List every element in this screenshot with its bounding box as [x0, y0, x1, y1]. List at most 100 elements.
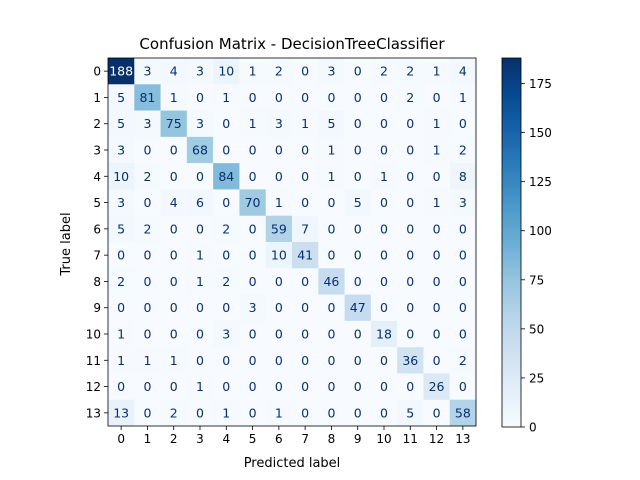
cell-value-label: 0 — [117, 248, 125, 263]
y-tick-label: 0 — [93, 65, 101, 79]
cell-value-label: 1 — [170, 90, 178, 105]
cell-value-label: 0 — [380, 90, 388, 105]
cell-value-label: 1 — [117, 353, 125, 368]
x-tick-label: 11 — [403, 432, 418, 446]
cell-value-label: 2 — [275, 64, 283, 79]
cell-value-label: 0 — [301, 327, 309, 342]
heatmap-cell — [108, 268, 135, 295]
heatmap-cell — [344, 268, 372, 295]
heatmap-cell — [265, 110, 293, 138]
heatmap-cell — [108, 347, 135, 374]
heatmap-cell — [370, 84, 398, 111]
cell-value-label: 7 — [301, 221, 309, 236]
colorbar-tick-label: 100 — [529, 224, 552, 238]
heatmap-cell — [318, 110, 345, 138]
heatmap-cell — [186, 347, 214, 374]
heatmap-cell — [108, 320, 135, 348]
heatmap-cell — [108, 136, 135, 164]
heatmap-cell — [108, 163, 135, 190]
cell-value-label: 0 — [143, 195, 151, 210]
cell-value-label: 0 — [170, 300, 178, 315]
heatmap-cell — [186, 136, 214, 164]
cell-value-label: 0 — [459, 300, 467, 315]
heatmap-cell — [292, 373, 319, 401]
heatmap-cell — [134, 84, 161, 111]
heatmap-cell — [265, 84, 293, 111]
heatmap-cell — [292, 110, 319, 138]
y-tick-label: 8 — [93, 275, 101, 289]
x-tick-label: 9 — [354, 432, 362, 446]
cell-value-label: 0 — [143, 300, 151, 315]
cell-value-label: 0 — [301, 195, 309, 210]
cell-value-label: 0 — [406, 169, 414, 184]
heatmap-cell — [423, 163, 451, 190]
cell-value-label: 6 — [196, 195, 204, 210]
cell-value-label: 0 — [433, 169, 441, 184]
y-tick-label: 9 — [93, 301, 101, 315]
cell-value-label: 0 — [222, 379, 230, 394]
heatmap-cell — [239, 58, 267, 85]
heatmap-cell — [397, 189, 424, 217]
x-axis-label: Predicted label — [244, 456, 341, 471]
cell-value-label: 0 — [406, 300, 414, 315]
cell-value-label: 0 — [380, 248, 388, 263]
cell-value-label: 3 — [196, 64, 204, 79]
chart-title: Confusion Matrix - DecisionTreeClassifie… — [139, 35, 445, 53]
cell-value-label: 1 — [327, 169, 335, 184]
cell-value-label: 1 — [433, 143, 441, 158]
heatmap-cell — [449, 347, 477, 374]
heatmap-cell — [186, 215, 214, 243]
heatmap-cell — [344, 215, 372, 243]
heatmap-cell — [292, 136, 319, 164]
heatmap-cell — [344, 399, 372, 427]
heatmap-cell — [160, 189, 188, 217]
heatmap-cell — [239, 268, 267, 295]
heatmap-cell — [318, 58, 345, 85]
cell-value-label: 1 — [433, 116, 441, 131]
cell-value-label: 3 — [117, 195, 125, 210]
cell-value-label: 0 — [170, 327, 178, 342]
cell-value-label: 0 — [249, 327, 257, 342]
cell-value-label: 0 — [275, 143, 283, 158]
cell-value-label: 3 — [143, 116, 151, 131]
heatmap-cell — [344, 58, 372, 85]
heatmap-cells — [108, 58, 477, 427]
cell-value-label: 0 — [117, 300, 125, 315]
heatmap-cell — [318, 294, 345, 322]
heatmap-cell — [186, 163, 214, 190]
cell-value-label: 0 — [249, 405, 257, 420]
cell-value-label: 0 — [354, 274, 362, 289]
cell-value-label: 3 — [459, 195, 467, 210]
cell-value-label: 0 — [327, 248, 335, 263]
colorbar-tick-label: 0 — [529, 421, 537, 435]
heatmap-cell — [160, 347, 188, 374]
cell-value-label: 0 — [406, 116, 414, 131]
heatmap-cell — [292, 268, 319, 295]
heatmap-cell — [213, 215, 240, 243]
heatmap-cell — [239, 215, 267, 243]
cell-value-label: 2 — [143, 169, 151, 184]
cell-value-label: 0 — [143, 379, 151, 394]
cell-value-label: 0 — [433, 405, 441, 420]
cell-value-label: 0 — [249, 143, 257, 158]
cell-value-label: 0 — [406, 274, 414, 289]
y-tick-label: 6 — [93, 222, 101, 236]
cell-value-label: 2 — [406, 90, 414, 105]
cell-value-label: 2 — [406, 64, 414, 79]
x-tick-label: 13 — [455, 432, 470, 446]
heatmap-cell — [213, 347, 240, 374]
cell-value-label: 5 — [354, 195, 362, 210]
x-tick-label: 6 — [275, 432, 283, 446]
heatmap-cell — [423, 242, 451, 269]
heatmap-cell — [318, 268, 345, 295]
x-tick-label: 0 — [117, 432, 125, 446]
cell-value-label: 2 — [459, 143, 467, 158]
heatmap-cell — [186, 399, 214, 427]
cell-value-label: 0 — [354, 379, 362, 394]
cell-value-label: 0 — [196, 169, 204, 184]
y-tick-label: 5 — [93, 196, 101, 210]
cell-value-label: 0 — [275, 169, 283, 184]
x-tick-label: 2 — [170, 432, 178, 446]
heatmap-cell — [397, 294, 424, 322]
